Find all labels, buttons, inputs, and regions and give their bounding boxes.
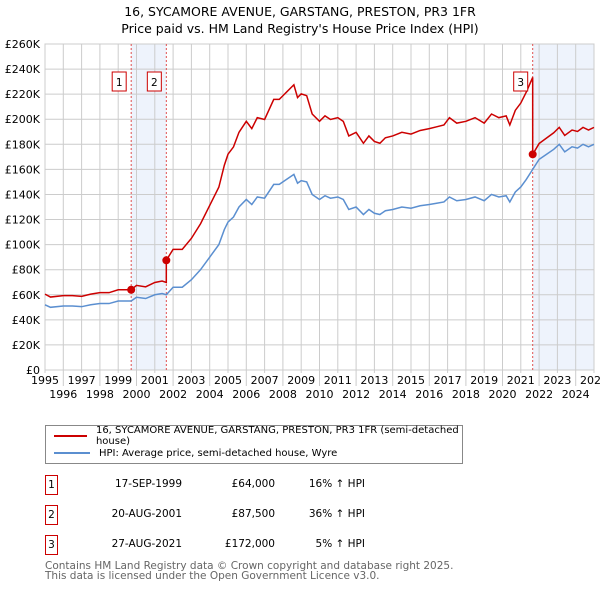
y-tick-label: £240K <box>5 63 41 76</box>
plot-border <box>44 43 595 371</box>
sale-hpi-diff: 16% ↑ HPI <box>308 478 365 490</box>
x-tick-label: 1998 <box>86 388 114 401</box>
y-tick-label: £180K <box>5 138 41 151</box>
chart-subtitle: Price paid vs. HM Land Registry's House … <box>121 21 479 36</box>
sale-label: 3 <box>517 77 524 89</box>
sale-number: 1 <box>45 475 58 495</box>
x-tick-label: 2011 <box>324 374 352 387</box>
legend-swatch <box>54 452 90 454</box>
y-tick-label: £60K <box>12 289 41 302</box>
legend: 16, SYCAMORE AVENUE, GARSTANG, PRESTON, … <box>45 425 463 464</box>
footer: Contains HM Land Registry data © Crown c… <box>45 560 454 582</box>
x-tick-label: 2012 <box>342 388 370 401</box>
legend-label: 16, SYCAMORE AVENUE, GARSTANG, PRESTON, … <box>95 425 459 447</box>
x-tick-label: 1997 <box>68 374 96 387</box>
shaded-period <box>532 44 594 370</box>
x-tick-label: 2007 <box>251 374 279 387</box>
x-tick-label: 2008 <box>269 388 297 401</box>
x-tick-label: 2003 <box>177 374 205 387</box>
price-chart: 1995199619971998199920002001200220032004… <box>5 38 600 401</box>
y-tick-label: £0 <box>26 364 40 377</box>
x-tick-label: 2009 <box>287 374 315 387</box>
x-tick-label: 2022 <box>525 388 553 401</box>
y-tick-label: £220K <box>5 88 41 101</box>
x-tick-label: 2004 <box>196 388 224 401</box>
x-tick-label: 2018 <box>452 388 480 401</box>
sale-point <box>528 150 537 159</box>
sale-hpi-diff: 36% ↑ HPI <box>308 508 365 520</box>
x-tick-label: 2023 <box>543 374 571 387</box>
x-tick-label: 2025 <box>580 374 600 387</box>
shaded-period <box>131 44 167 370</box>
sale-label-box <box>513 71 529 92</box>
x-tick-label: 2015 <box>397 374 425 387</box>
x-tick-label: 2020 <box>489 388 517 401</box>
sale-row: 2 20-AUG-2001 £87,500 36% ↑ HPI <box>45 505 545 525</box>
chart-title: 16, SYCAMORE AVENUE, GARSTANG, PRESTON, … <box>124 4 476 19</box>
sale-hpi-diff: 5% ↑ HPI <box>315 538 365 550</box>
x-tick-label: 1996 <box>49 388 77 401</box>
legend-item-property: 16, SYCAMORE AVENUE, GARSTANG, PRESTON, … <box>54 425 462 447</box>
x-tick-label: 2005 <box>214 374 242 387</box>
y-tick-label: £20K <box>12 339 41 352</box>
x-tick-label: 2010 <box>306 388 334 401</box>
y-tick-label: £80K <box>12 264 41 277</box>
legend-item-hpi: HPI: Average price, semi-detached house,… <box>54 445 337 461</box>
sale-price: £172,000 <box>224 538 275 550</box>
y-tick-label: £260K <box>5 38 41 51</box>
sale-label: 2 <box>151 77 158 89</box>
legend-swatch <box>54 435 87 437</box>
y-tick-label: £100K <box>5 239 41 252</box>
property-price-line <box>44 77 595 298</box>
sale-label: 1 <box>116 77 123 89</box>
sale-date: 20-AUG-2001 <box>111 508 182 520</box>
sale-label-box <box>146 71 162 92</box>
x-tick-label: 2006 <box>232 388 260 401</box>
y-tick-label: £200K <box>5 113 41 126</box>
x-tick-label: 2019 <box>470 374 498 387</box>
sale-row: 3 27-AUG-2021 £172,000 5% ↑ HPI <box>45 535 545 555</box>
x-tick-label: 2014 <box>379 388 407 401</box>
sale-price: £87,500 <box>231 508 275 520</box>
sale-label-box <box>111 71 127 92</box>
footer-line: Contains HM Land Registry data © Crown c… <box>45 560 454 572</box>
sale-point <box>162 256 171 265</box>
x-tick-label: 2021 <box>507 374 535 387</box>
sale-row: 1 17-SEP-1999 £64,000 16% ↑ HPI <box>45 475 545 495</box>
sale-date: 17-SEP-1999 <box>114 478 182 490</box>
x-tick-label: 2000 <box>123 388 151 401</box>
x-tick-label: 2001 <box>141 374 169 387</box>
sale-date: 27-AUG-2021 <box>111 538 182 550</box>
x-tick-label: 2017 <box>434 374 462 387</box>
hpi-line <box>44 143 595 309</box>
y-tick-label: £40K <box>12 314 41 327</box>
y-tick-label: £140K <box>5 188 41 201</box>
x-tick-label: 2024 <box>562 388 590 401</box>
sale-point <box>127 285 136 294</box>
sale-number: 2 <box>45 505 58 525</box>
x-tick-label: 2002 <box>159 388 187 401</box>
x-tick-label: 1999 <box>104 374 132 387</box>
y-tick-label: £160K <box>5 163 41 176</box>
x-tick-label: 1995 <box>31 374 59 387</box>
legend-label: HPI: Average price, semi-detached house,… <box>99 447 338 459</box>
footer-line: This data is licensed under the Open Gov… <box>45 570 380 582</box>
y-tick-label: £120K <box>5 214 41 227</box>
x-tick-label: 2016 <box>415 388 443 401</box>
sale-number: 3 <box>45 535 58 555</box>
sale-price: £64,000 <box>231 478 275 490</box>
x-tick-label: 2013 <box>360 374 388 387</box>
